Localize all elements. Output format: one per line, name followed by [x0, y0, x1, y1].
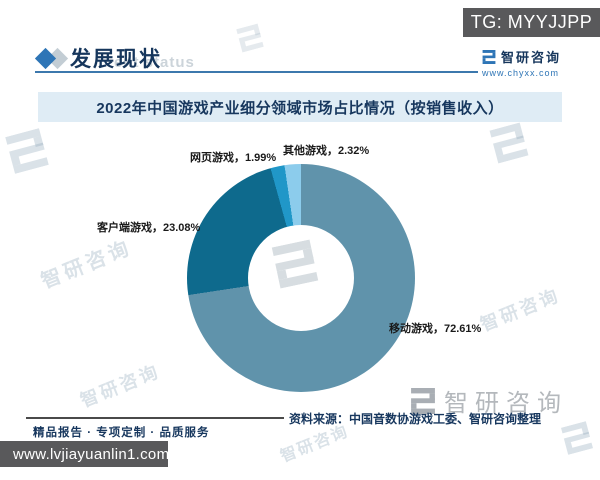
- watermark-brand-icon: [236, 23, 264, 53]
- services-tagline: 精品报告 · 专项定制 · 品质服务: [33, 427, 210, 439]
- brand-logo: 智研咨询 www.chyxx.com: [482, 47, 592, 78]
- brand-mark-icon: [411, 387, 435, 414]
- watermark-brand-icon: [560, 421, 594, 455]
- watermark-brand-text: 智研咨询: [77, 360, 164, 411]
- footer-brand-watermark: 智研咨询: [410, 383, 568, 418]
- watermark-brand-icon: [5, 128, 49, 174]
- footer-brand-name: 智研咨询: [444, 390, 568, 417]
- footer-divider: [26, 417, 284, 419]
- header-divider: [35, 71, 478, 73]
- watermark-brand-text: 智研咨询: [477, 284, 564, 335]
- site-url-bar: www.lvjiayuanlin1.com: [0, 441, 170, 467]
- donut-hole: [248, 225, 354, 331]
- chart-title: 2022年中国游戏产业细分领域市场占比情况（按销售收入）: [96, 99, 504, 117]
- tg-contact-badge: TG: MYYJJPP: [463, 8, 600, 37]
- watermark-brand-icon: [271, 239, 319, 289]
- section-title: 发展现状: [70, 48, 162, 71]
- slice-label-client-games: 客户端游戏，23.08%: [97, 222, 201, 234]
- tg-contact-text: TG: MYYJJPP: [470, 12, 593, 32]
- slice-label-mobile-games: 移动游戏，72.61%: [389, 323, 482, 335]
- data-source-text: 资料来源：中国音数协游戏工委、智研咨询整理: [289, 412, 542, 426]
- watermark-brand-icon: [489, 122, 529, 164]
- site-url: www.lvjiayuanlin1.com: [13, 445, 170, 463]
- donut-chart: [187, 164, 415, 392]
- slice-label-other-games: 其他游戏，2.32%: [283, 145, 370, 157]
- chart-title-box: 2022年中国游戏产业细分领域市场占比情况（按销售收入）: [38, 92, 562, 122]
- section-watermark-text: ent status: [114, 54, 195, 71]
- brand-name: 智研咨询: [501, 50, 562, 65]
- watermark-brand-text: 智研咨询: [38, 236, 136, 293]
- brand-url: www.chyxx.com: [482, 68, 560, 78]
- slice-label-web-games: 网页游戏，1.99%: [190, 152, 277, 164]
- brand-mark-icon: [482, 49, 496, 64]
